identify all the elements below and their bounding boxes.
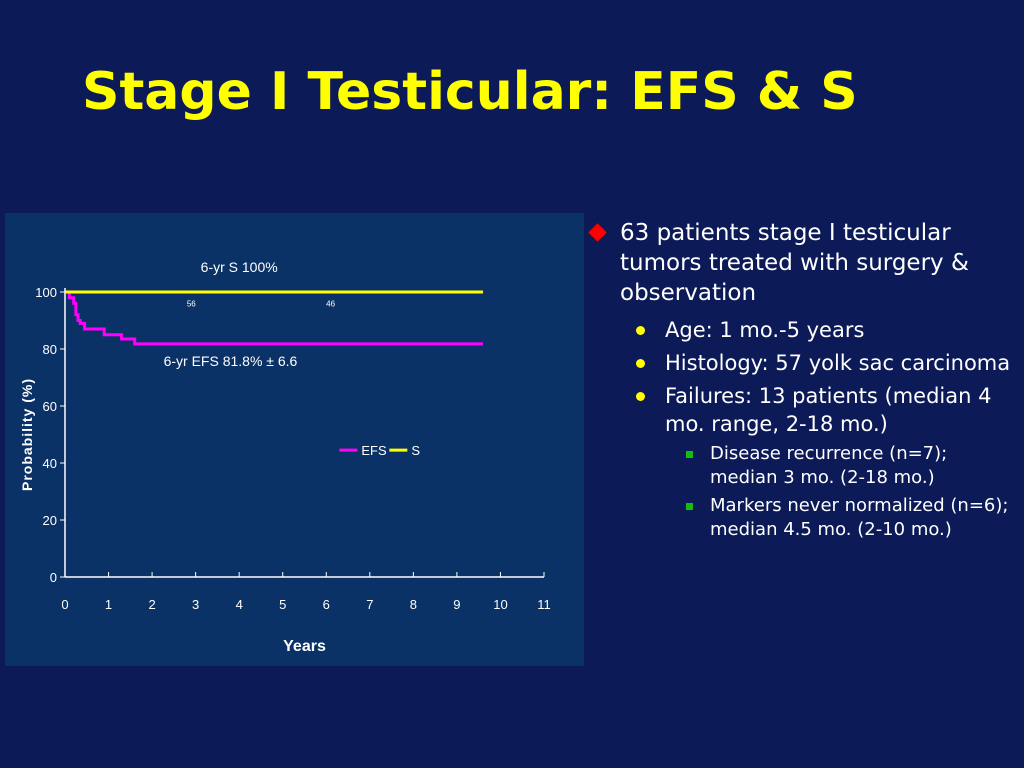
y-tick-label: 100 — [35, 285, 57, 300]
x-tick-label: 7 — [366, 597, 373, 612]
series-line-efs — [65, 290, 484, 346]
bullet-sub: Failures: 13 patients (median 4 mo. rang… — [588, 382, 1018, 438]
bullet-sub: Histology: 57 yolk sac carcinoma — [588, 349, 1018, 377]
x-tick-label: 6 — [323, 597, 330, 612]
bullet-subsub: Disease recurrence (n=7); median 3 mo. (… — [588, 442, 1018, 490]
x-tick-label: 0 — [61, 597, 68, 612]
bullet-sub-text: Age: 1 mo.-5 years — [665, 318, 865, 342]
dot-bullet-icon — [636, 326, 645, 335]
diamond-bullet-icon — [588, 223, 607, 242]
bullet-subsub: Markers never normalized (n=6); median 4… — [588, 494, 1018, 542]
chart-annotation: 6-yr EFS 81.8% ± 6.6 — [164, 353, 298, 369]
x-tick-label: 5 — [279, 597, 286, 612]
x-tick-label: 11 — [537, 597, 551, 612]
x-tick-label: 2 — [148, 597, 155, 612]
x-tick-label: 1 — [105, 597, 112, 612]
y-tick-label: 60 — [43, 399, 57, 414]
at-risk-label: 56 — [187, 299, 196, 308]
x-axis-label: Years — [283, 638, 326, 655]
square-bullet-icon — [686, 451, 693, 458]
bullet-subsub-text: Markers never normalized (n=6); median 4… — [710, 495, 1009, 540]
bullet-list: 63 patients stage I testicular tumors tr… — [588, 218, 1018, 542]
bullet-subsub-text: Disease recurrence (n=7); median 3 mo. (… — [710, 443, 948, 488]
bullet-main-text: 63 patients stage I testicular tumors tr… — [620, 220, 969, 306]
y-axis-label: Probability (%) — [19, 378, 35, 491]
bullet-sub-text: Failures: 13 patients (median 4 mo. rang… — [665, 384, 992, 436]
x-tick-label: 3 — [192, 597, 199, 612]
x-tick-label: 4 — [236, 597, 243, 612]
bullet-sub-text: Histology: 57 yolk sac carcinoma — [665, 351, 1011, 375]
legend-label-efs: EFS — [361, 443, 387, 458]
square-bullet-icon — [686, 503, 693, 510]
bullet-main: 63 patients stage I testicular tumors tr… — [588, 218, 1018, 308]
y-tick-label: 40 — [43, 456, 57, 471]
at-risk-label: 46 — [326, 299, 335, 308]
survival-chart: 0 20 40 60 80 100 0 1 2 3 4 5 6 7 8 9 10 11 Years Probabili… — [5, 213, 584, 666]
y-tick-label: 80 — [43, 342, 57, 357]
slide-title: Stage I Testicular: EFS & S — [82, 62, 858, 122]
legend-label-s: S — [411, 443, 420, 458]
bullet-sub: Age: 1 mo.-5 years — [588, 316, 1018, 344]
y-tick-label: 0 — [50, 570, 57, 585]
chart-annotation: 6-yr S 100% — [201, 259, 278, 275]
dot-bullet-icon — [636, 359, 645, 368]
dot-bullet-icon — [636, 392, 645, 401]
x-tick-label: 9 — [453, 597, 460, 612]
x-tick-label: 8 — [410, 597, 417, 612]
y-tick-label: 20 — [43, 513, 57, 528]
x-tick-label: 10 — [493, 597, 507, 612]
